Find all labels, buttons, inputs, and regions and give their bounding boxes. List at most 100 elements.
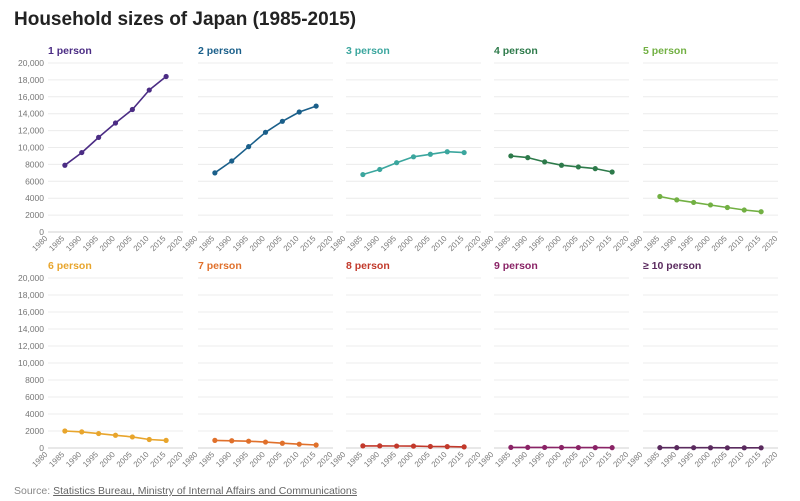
x-tick-label: 2020	[165, 234, 184, 253]
data-point-2-person-2005	[279, 118, 285, 124]
y-tick-label: 4000	[25, 409, 44, 419]
x-tick-label: 1985	[345, 234, 364, 253]
source-label: Source:	[14, 485, 51, 497]
data-point-10-person-1995	[691, 445, 697, 451]
x-tick-label: 1985	[197, 450, 216, 469]
data-point-6-person-1990	[79, 429, 85, 435]
panel-title: 3 person	[346, 45, 390, 57]
source-link[interactable]: Statistics Bureau, Ministry of Internal …	[53, 485, 357, 497]
panel-title: ≥ 10 person	[643, 260, 701, 272]
x-tick-label: 2015	[595, 234, 614, 253]
data-point-1-person-2015	[163, 73, 169, 80]
x-tick-label: 2000	[98, 450, 117, 469]
data-point-8-person-1985	[360, 443, 366, 449]
x-tick-label: 2000	[248, 234, 267, 253]
x-tick-label: 1990	[659, 450, 678, 469]
y-tick-label: 10,000	[18, 143, 44, 153]
data-point-6-person-2000	[112, 432, 119, 438]
data-point-5-person-2015	[758, 209, 764, 215]
x-tick-label: 2005	[710, 450, 729, 469]
panel-title: 9 person	[494, 260, 538, 272]
x-tick-label: 2010	[282, 234, 301, 253]
data-point-5-person-2000	[707, 202, 714, 208]
panel-10-person: ≥ 10 person19801985199019952000200520102…	[625, 260, 779, 469]
x-tick-label: 1995	[676, 234, 695, 253]
x-tick-label: 2010	[132, 234, 151, 253]
data-point-4-person-2010	[592, 166, 598, 172]
data-point-4-person-2005	[575, 164, 581, 170]
x-tick-label: 1995	[379, 234, 398, 253]
panel-6-person: 6 person 0 2000 4000 6000 8000 10,000 12,000 14,…	[18, 260, 185, 469]
data-point-4-person-1995	[542, 159, 548, 165]
x-tick-label: 2005	[265, 450, 284, 469]
y-tick-label: 8000	[25, 159, 44, 169]
data-point-9-person-2000	[558, 444, 565, 451]
data-point-10-person-2010	[741, 445, 747, 451]
data-point-8-person-2005	[427, 443, 433, 450]
x-tick-label: 2005	[265, 234, 284, 253]
x-tick-label: 1985	[47, 234, 66, 253]
y-tick-label: 4000	[25, 193, 44, 203]
data-point-6-person-1985	[62, 428, 68, 434]
x-tick-label: 1990	[510, 234, 529, 253]
data-point-8-person-2015	[461, 444, 467, 450]
x-tick-label: 2005	[115, 234, 134, 253]
panel-9-person: 9 person 19801985199019952000200520102015…	[476, 260, 630, 469]
data-point-3-person-2000	[410, 154, 417, 160]
x-tick-label: 2015	[299, 234, 318, 253]
data-point-10-person-2000	[707, 445, 714, 451]
x-tick-label: 1995	[379, 450, 398, 469]
data-point-4-person-1985	[508, 153, 514, 159]
data-point-9-person-1985	[508, 444, 514, 451]
x-tick-label: 1980	[30, 450, 49, 469]
data-point-8-person-2000	[410, 443, 417, 449]
x-tick-label: 2015	[744, 234, 763, 253]
x-tick-label: 2005	[413, 450, 432, 469]
panel-title: 6 person	[48, 260, 92, 272]
x-tick-label: 2000	[396, 450, 415, 469]
data-point-4-person-2000	[558, 162, 565, 168]
x-tick-label: 2010	[430, 450, 449, 469]
panel-1-person: 1 person 0 2000 4000 6000 8000 10,000 12,000 14,…	[18, 45, 185, 253]
panel-title: 8 person	[346, 260, 390, 272]
data-point-9-person-2015	[609, 445, 615, 451]
data-point-3-person-1990	[377, 166, 383, 173]
data-point-1-person-2000	[112, 120, 119, 126]
data-point-1-person-2005	[129, 106, 135, 113]
data-point-4-person-1990	[525, 155, 531, 161]
y-tick-label: 12,000	[18, 341, 44, 351]
x-tick-label: 1985	[493, 234, 512, 253]
panel-title: 2 person	[198, 45, 242, 57]
data-point-6-person-2005	[129, 434, 135, 440]
data-point-9-person-1995	[542, 444, 548, 451]
x-tick-label: 2010	[578, 450, 597, 469]
x-tick-label: 1995	[231, 450, 250, 469]
data-point-10-person-1990	[674, 445, 680, 451]
y-tick-label: 6000	[25, 392, 44, 402]
x-tick-label: 1985	[47, 450, 66, 469]
data-point-9-person-2005	[575, 444, 581, 451]
x-tick-label: 2000	[544, 234, 563, 253]
x-tick-label: 1985	[345, 450, 364, 469]
x-tick-label: 1990	[659, 234, 678, 253]
data-point-3-person-1985	[360, 171, 366, 178]
x-tick-label: 1985	[493, 450, 512, 469]
panel-title: 5 person	[643, 45, 687, 57]
x-tick-label: 2015	[447, 450, 466, 469]
x-tick-label: 2010	[727, 450, 746, 469]
panel-title: 7 person	[198, 260, 242, 272]
data-point-5-person-1985	[657, 193, 663, 200]
data-point-8-person-1990	[377, 443, 383, 449]
y-tick-label: 12,000	[18, 126, 44, 136]
y-tick-label: 0	[39, 227, 44, 237]
x-tick-label: 2015	[595, 450, 614, 469]
panel-4-person: 4 person 19801985199019952000200520102015…	[476, 45, 630, 253]
y-tick-label: 18,000	[18, 290, 44, 300]
x-tick-label: 1980	[180, 450, 199, 469]
chart-title: Household sizes of Japan (1985-2015)	[14, 9, 357, 30]
data-point-5-person-2005	[724, 204, 730, 211]
data-point-5-person-1990	[674, 197, 680, 203]
data-point-7-person-2010	[296, 441, 302, 447]
